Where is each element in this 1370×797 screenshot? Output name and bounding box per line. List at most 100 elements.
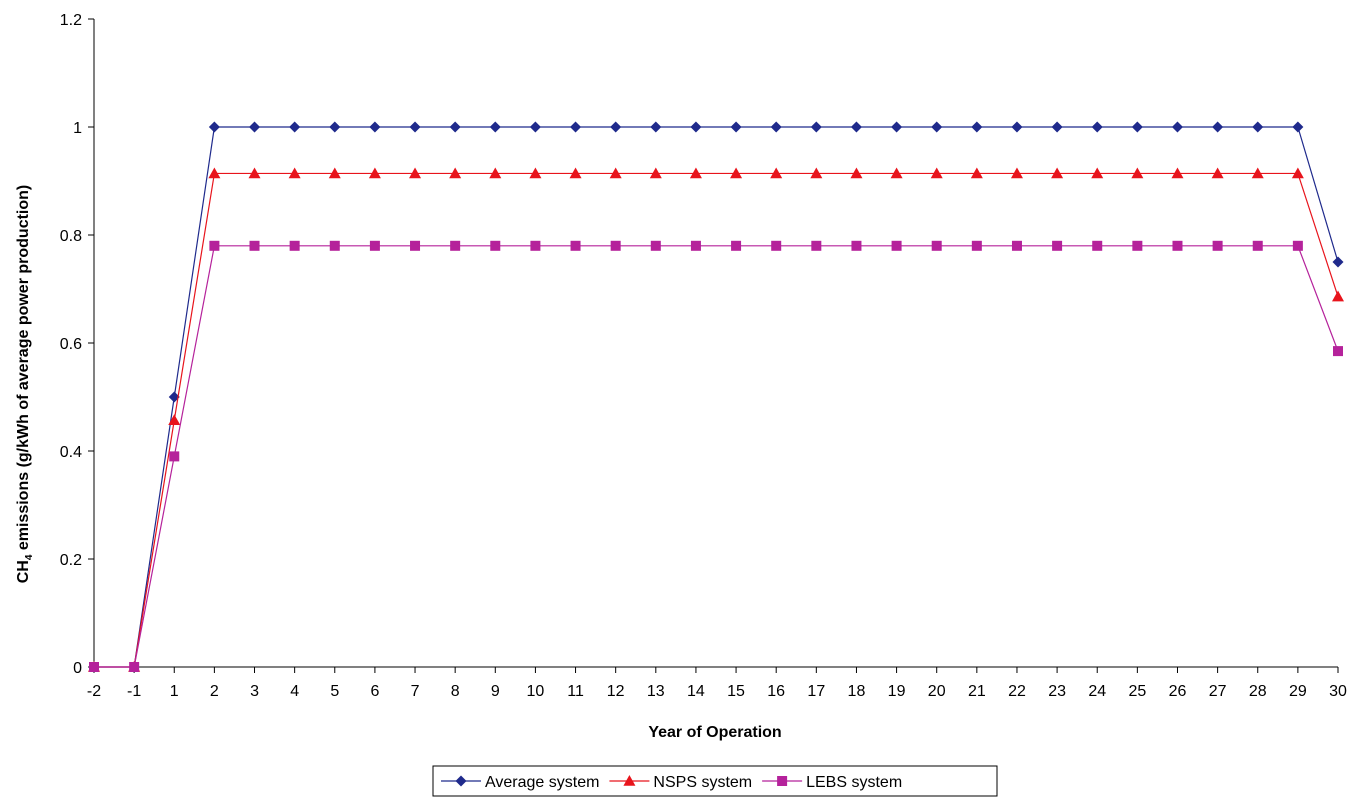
y-axis-title-subscript: 4 xyxy=(24,554,35,560)
y-axis-title-suffix: emissions (g/kWh of average power produc… xyxy=(15,185,32,555)
data-point-triangle xyxy=(810,167,823,179)
data-point-square xyxy=(731,240,742,251)
data-point-square xyxy=(1132,240,1143,251)
data-point-square xyxy=(690,240,701,251)
x-tick-label: 14 xyxy=(687,683,705,700)
data-point-diamond xyxy=(369,121,381,133)
data-point-diamond xyxy=(1252,121,1264,133)
data-point-square xyxy=(129,662,140,672)
data-point-triangle xyxy=(1171,167,1184,179)
data-point-square xyxy=(1052,240,1063,251)
chart-axes: 00.20.40.60.811.2-2 -1 1 2 3 4 5 6 7 8 9 10 11 12 13 14… xyxy=(60,12,1347,700)
data-point-square xyxy=(1011,240,1022,251)
y-axis-title-prefix: CH xyxy=(15,560,32,583)
data-point-diamond xyxy=(1051,121,1063,133)
data-point-square xyxy=(1252,240,1263,251)
series-square xyxy=(89,240,1343,672)
x-tick-label: 2 xyxy=(210,683,219,700)
data-point-triangle xyxy=(890,167,903,179)
data-point-diamond xyxy=(249,121,261,133)
data-point-square xyxy=(289,240,300,251)
x-tick-label: 4 xyxy=(290,683,299,700)
data-point-triangle xyxy=(368,167,381,179)
data-point-square xyxy=(570,240,581,251)
data-point-triangle xyxy=(1091,167,1104,179)
data-point-triangle xyxy=(328,167,341,179)
data-point-diamond xyxy=(610,121,622,133)
x-tick-label: 17 xyxy=(807,683,825,700)
data-point-diamond xyxy=(1212,121,1224,133)
series-line xyxy=(94,172,1339,668)
data-point-square xyxy=(450,240,461,251)
data-point-square xyxy=(1092,240,1103,251)
x-tick-label: -1 xyxy=(127,683,141,700)
legend-label: NSPS system xyxy=(653,774,752,791)
x-tick-label: -2 xyxy=(87,683,101,700)
data-point-diamond xyxy=(650,121,662,133)
legend-marker-triangle xyxy=(623,775,636,786)
series-line xyxy=(94,126,1339,668)
x-axis-title: Year of Operation xyxy=(648,724,781,741)
data-point-triangle xyxy=(930,167,943,179)
data-point-triangle xyxy=(1051,167,1064,179)
data-point-square xyxy=(329,240,340,251)
data-point-diamond xyxy=(289,121,301,133)
data-point-triangle xyxy=(168,414,181,426)
data-point-square xyxy=(1292,240,1303,251)
x-tick-label: 13 xyxy=(647,683,665,700)
data-point-triangle xyxy=(1010,167,1023,179)
data-point-diamond xyxy=(931,121,943,133)
data-point-diamond xyxy=(690,121,702,133)
data-point-square xyxy=(891,240,902,251)
data-point-diamond xyxy=(1171,121,1183,133)
data-point-diamond xyxy=(208,121,220,133)
y-tick-label: 0.2 xyxy=(60,552,82,569)
data-point-square xyxy=(1333,346,1343,357)
data-point-triangle xyxy=(689,167,702,179)
legend: Average system NSPS system LEBS system xyxy=(432,765,998,797)
y-tick-label: 0.6 xyxy=(60,336,82,353)
data-point-square xyxy=(249,240,260,251)
data-point-triangle xyxy=(730,167,743,179)
x-tick-label: 20 xyxy=(928,683,946,700)
data-point-triangle xyxy=(248,167,261,179)
x-tick-label: 23 xyxy=(1048,683,1066,700)
data-point-diamond xyxy=(489,121,501,133)
data-point-triangle xyxy=(288,167,301,179)
legend-marker-square xyxy=(777,776,788,786)
legend-label: Average system xyxy=(485,774,599,791)
x-tick-label: 30 xyxy=(1329,683,1347,700)
x-tick-label: 28 xyxy=(1249,683,1267,700)
data-point-square xyxy=(650,240,661,251)
legend-item: NSPS system xyxy=(609,774,752,791)
legend-item: Average system xyxy=(441,774,599,791)
series-line xyxy=(94,245,1339,668)
x-tick-label: 25 xyxy=(1128,683,1146,700)
series-triangle xyxy=(88,167,1344,672)
data-point-square xyxy=(530,240,541,251)
x-tick-label: 10 xyxy=(527,683,545,700)
x-tick-label: 15 xyxy=(727,683,745,700)
data-point-diamond xyxy=(1332,256,1344,268)
data-point-triangle xyxy=(850,167,863,179)
data-point-diamond xyxy=(770,121,782,133)
x-tick-label: 19 xyxy=(888,683,906,700)
data-point-diamond xyxy=(329,121,341,133)
x-tick-label: 22 xyxy=(1008,683,1026,700)
data-point-square xyxy=(169,451,180,462)
data-point-diamond xyxy=(449,121,461,133)
data-point-triangle xyxy=(1251,167,1264,179)
x-tick-label: 24 xyxy=(1088,683,1106,700)
data-point-square xyxy=(1212,240,1223,251)
y-tick-label: 0.4 xyxy=(60,444,82,461)
x-tick-label: 29 xyxy=(1289,683,1307,700)
y-tick-label: 0.8 xyxy=(60,228,82,245)
x-tick-label: 7 xyxy=(411,683,420,700)
data-point-triangle xyxy=(970,167,983,179)
x-tick-label: 9 xyxy=(491,683,500,700)
legend-item: LEBS system xyxy=(762,774,902,791)
data-point-diamond xyxy=(730,121,742,133)
data-point-square xyxy=(369,240,380,251)
data-point-triangle xyxy=(569,167,582,179)
data-point-triangle xyxy=(449,167,462,179)
